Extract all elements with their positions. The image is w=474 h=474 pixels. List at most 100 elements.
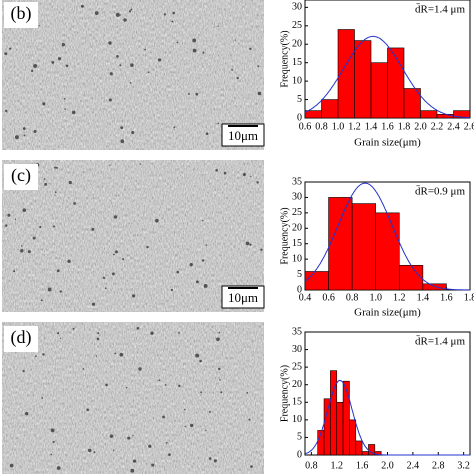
- y-tick-label: 10: [292, 75, 302, 86]
- x-axis-title: Grain size(μm): [354, 137, 421, 149]
- fit-curve: [304, 182, 470, 291]
- precipitate: [209, 410, 211, 413]
- precipitate: [184, 408, 186, 411]
- precipitate: [43, 178, 46, 180]
- precipitate: [119, 64, 122, 67]
- scale-text: 10μm: [228, 128, 258, 143]
- precipitate: [205, 132, 209, 136]
- bar: [361, 451, 369, 456]
- precipitate: [217, 367, 221, 371]
- precipitate: [144, 48, 146, 51]
- precipitate: [7, 213, 11, 217]
- y-axis-title: Frequency(%): [279, 30, 290, 87]
- precipitate: [51, 60, 55, 64]
- precipitate: [33, 64, 38, 68]
- annotation: d̄R=1.4 μm: [415, 335, 465, 347]
- precipitate: [120, 126, 124, 130]
- precipitate: [249, 47, 252, 51]
- panel-label: (b): [11, 3, 32, 24]
- bar: [351, 203, 377, 291]
- x-tick-label: 2.8: [432, 460, 445, 471]
- precipitate: [65, 64, 69, 68]
- x-tick-label: 0.8: [315, 121, 328, 132]
- y-tick-label: 25: [292, 207, 302, 218]
- precipitate: [151, 463, 155, 467]
- precipitate: [150, 331, 154, 335]
- precipitate: [188, 93, 190, 96]
- y-tick-label: 25: [292, 361, 302, 372]
- bar: [330, 370, 338, 456]
- precipitate: [116, 54, 119, 58]
- precipitate: [132, 459, 137, 463]
- scale-text: 10μm: [228, 290, 258, 305]
- precipitate: [96, 337, 100, 341]
- y-tick-label: 20: [292, 379, 302, 390]
- annotation: d̄R=1.4 μm: [415, 3, 465, 15]
- precipitate: [215, 169, 218, 172]
- precipitate: [172, 11, 175, 15]
- precipitate: [95, 355, 98, 357]
- precipitate: [9, 47, 12, 50]
- precipitate: [195, 280, 199, 284]
- precipitate: [173, 126, 176, 129]
- x-tick-label: 1.6: [356, 460, 369, 471]
- bar: [355, 440, 363, 456]
- precipitate: [128, 10, 132, 13]
- precipitate: [50, 453, 53, 456]
- precipitate: [42, 353, 45, 356]
- precipitate: [59, 337, 62, 339]
- precipitate: [195, 92, 199, 96]
- precipitate: [250, 175, 252, 178]
- precipitate: [61, 42, 66, 47]
- bar: [336, 401, 344, 456]
- precipitate: [73, 202, 76, 205]
- precipitate: [115, 12, 120, 17]
- precipitate: [30, 69, 34, 73]
- micrograph: [1, 321, 265, 474]
- precipitate: [41, 397, 44, 399]
- precipitate: [55, 166, 58, 169]
- precipitate: [203, 284, 208, 288]
- precipitate: [195, 353, 200, 358]
- precipitate: [192, 48, 197, 53]
- precipitate: [113, 253, 115, 256]
- precipitate: [192, 38, 197, 43]
- precipitate: [219, 379, 221, 381]
- precipitate: [249, 243, 252, 246]
- x-tick-label: 1.2: [348, 121, 361, 132]
- precipitate: [56, 466, 61, 470]
- x-tick-label: 2.6: [464, 121, 474, 132]
- precipitate: [114, 250, 118, 254]
- y-tick-label: 5: [297, 94, 302, 105]
- y-axis-title: Frequency(%): [279, 365, 290, 422]
- fit-curve: [304, 35, 470, 119]
- precipitate: [213, 459, 217, 463]
- y-tick-label: 35: [292, 326, 302, 337]
- y-tick-label: 10: [292, 253, 302, 264]
- precipitate: [68, 180, 72, 185]
- bar: [375, 212, 400, 291]
- precipitate: [130, 63, 134, 67]
- precipitate: [147, 71, 150, 74]
- micrograph: [1, 0, 265, 151]
- precipitate: [52, 440, 55, 443]
- precipitate: [257, 91, 262, 96]
- bar: [321, 99, 339, 119]
- precipitate: [4, 109, 8, 113]
- precipitate: [13, 270, 16, 273]
- precipitate: [132, 435, 134, 437]
- precipitate: [27, 250, 31, 254]
- precipitate: [112, 449, 115, 451]
- precipitate: [127, 436, 131, 440]
- x-tick-label: 1.2: [330, 460, 343, 471]
- precipitate: [163, 13, 167, 16]
- precipitate: [132, 294, 136, 298]
- precipitate: [190, 423, 194, 428]
- y-tick-label: 20: [292, 39, 302, 50]
- precipitate: [158, 379, 161, 382]
- x-tick-label: 0.6: [322, 292, 335, 303]
- precipitate: [217, 25, 219, 27]
- precipitate: [64, 108, 66, 110]
- x-tick-label: 0.8: [305, 460, 318, 471]
- precipitate: [40, 299, 43, 302]
